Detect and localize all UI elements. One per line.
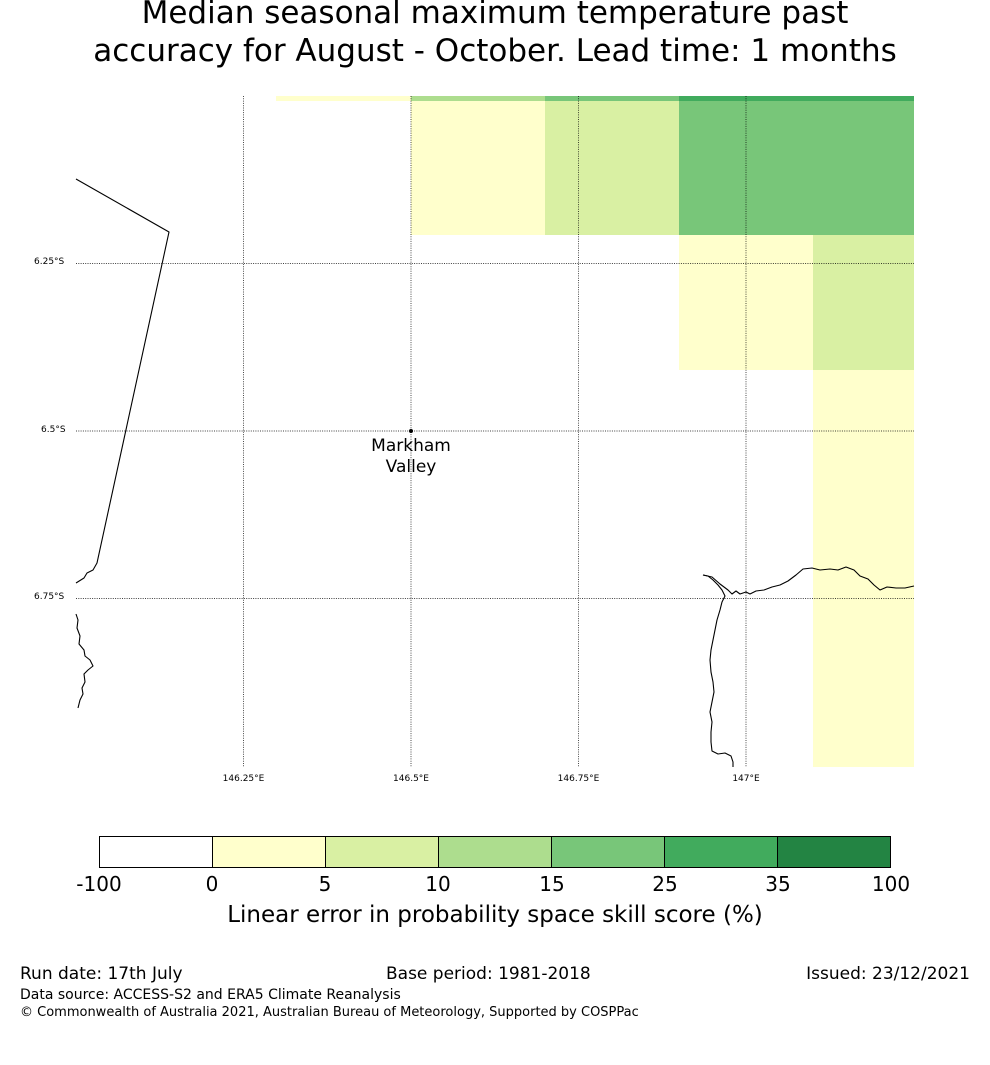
grid-cell	[545, 101, 679, 235]
colorbar-segment	[326, 837, 439, 867]
coastline-west	[75, 613, 94, 709]
colorbar-tick: 0	[205, 872, 219, 896]
coastline-east	[702, 574, 734, 767]
data-source: Data source: ACCESS-S2 and ERA5 Climate …	[20, 987, 401, 1003]
title-line-2: accuracy for August - October. Lead time…	[93, 33, 897, 69]
colorbar-segment	[213, 837, 326, 867]
colorbar-segment	[778, 837, 890, 867]
colorbar-label: Linear error in probability space skill …	[227, 902, 763, 928]
place-label-line-2: Valley	[385, 457, 437, 477]
coastline-north	[702, 566, 915, 595]
lon-label: 146.75°E	[557, 774, 600, 784]
colorbar-tick: 5	[318, 872, 332, 896]
grid-cell	[276, 96, 411, 101]
base-period: Base period: 1981-2018	[386, 964, 591, 984]
grid-cell	[679, 96, 914, 101]
colorbar-segment	[100, 837, 213, 867]
colorbar-segment	[665, 837, 778, 867]
place-label-line-1: Markham	[371, 436, 451, 456]
colorbar-tick: 15	[539, 872, 565, 896]
map-title: Median seasonal maximum temperature past…	[0, 0, 990, 70]
skill-grid	[276, 96, 914, 767]
lat-label: 6.25°S	[34, 257, 65, 267]
colorbar-segment	[552, 837, 665, 867]
grid-cell	[813, 235, 914, 370]
boundary-line	[75, 178, 170, 584]
lon-label: 146.25°E	[222, 774, 265, 784]
issued-date: Issued: 23/12/2021	[806, 964, 970, 984]
title-line-1: Median seasonal maximum temperature past	[141, 0, 849, 31]
copyright: © Commonwealth of Australia 2021, Austra…	[20, 1005, 639, 1020]
grid-cell	[813, 370, 914, 767]
colorbar-tick: 25	[652, 872, 678, 896]
grid-cell	[679, 101, 914, 235]
colorbar	[99, 836, 891, 868]
graticule	[76, 96, 914, 767]
lat-label: 6.75°S	[34, 592, 65, 602]
colorbar-tick: 35	[765, 872, 791, 896]
colorbar-segment	[439, 837, 552, 867]
place-label: Markham Valley	[351, 436, 471, 478]
grid-cell	[411, 96, 545, 101]
colorbar-tick: -100	[76, 872, 122, 896]
lat-label: 6.5°S	[41, 425, 66, 435]
run-date: Run date: 17th July	[20, 964, 183, 984]
grid-cell	[411, 101, 545, 235]
colorbar-tick: 100	[871, 872, 911, 896]
colorbar-tick: 10	[425, 872, 451, 896]
coastlines	[75, 178, 915, 767]
grid-cell	[545, 96, 679, 101]
lon-label: 146.5°E	[393, 774, 429, 784]
lon-label: 147°E	[732, 774, 760, 784]
city-marker	[409, 429, 413, 433]
